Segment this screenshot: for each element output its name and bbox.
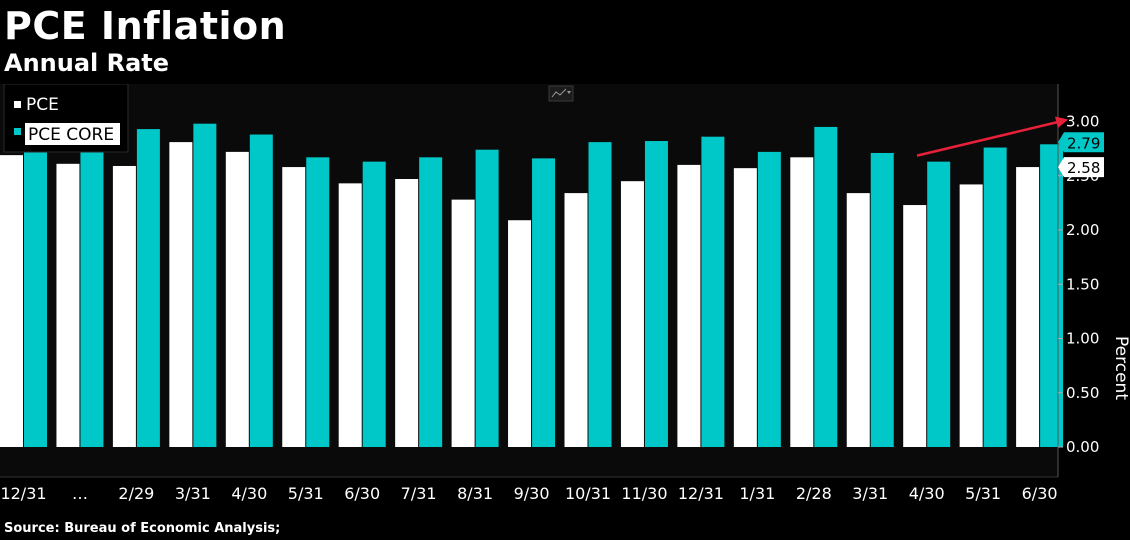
y-tick-label: 2.00 — [1066, 221, 1099, 239]
bar-pce-core — [24, 113, 47, 447]
bar-pce-core — [475, 149, 499, 447]
chart-options-icon[interactable] — [548, 85, 574, 102]
chart: 12/31 … 2/29 3/31 4/30 5/31 6/30 7/31 8/31 9/30 10… — [0, 84, 1130, 518]
x-tick-label: 3/31 — [175, 484, 211, 503]
x-tick-label: 9/30 — [514, 484, 550, 503]
bar-pce-core — [870, 152, 894, 447]
legend-label-core: PCE CORE — [28, 125, 114, 145]
bar-pce-core — [362, 161, 386, 447]
bar-pce — [790, 157, 814, 447]
bar-pce-core — [80, 114, 104, 448]
bar-pce — [169, 142, 193, 448]
bar-pce-core — [701, 136, 725, 447]
last-value-label-core: 2.79 — [1058, 132, 1104, 153]
x-tick-label: 2/29 — [118, 484, 154, 503]
bar-pce-core — [814, 126, 838, 448]
bar-pce — [282, 167, 306, 447]
bar-pce-core — [983, 147, 1007, 447]
x-tick-label: 1/31 — [739, 484, 775, 503]
chart-subtitle: Annual Rate — [4, 49, 170, 77]
x-tick-label: 8/31 — [457, 484, 493, 503]
bar-pce — [733, 168, 757, 447]
bar-pce-core — [249, 134, 273, 447]
x-tick-label: 6/30 — [344, 484, 380, 503]
bar-pce — [451, 199, 475, 447]
bar-pce — [903, 205, 927, 447]
y-tick-label: 0.00 — [1066, 438, 1099, 456]
bars-group — [0, 113, 1064, 448]
x-tick-label: 7/31 — [401, 484, 437, 503]
legend: PCE PCE CORE — [3, 84, 129, 153]
trend-arrow — [916, 116, 1069, 157]
bar-pce — [338, 183, 362, 447]
bar-pce — [846, 193, 870, 447]
bar-pce-core — [419, 157, 443, 447]
bar-pce-core — [136, 129, 160, 447]
svg-text:2.79: 2.79 — [1067, 134, 1100, 152]
x-axis: 12/31 … 2/29 3/31 4/30 5/31 6/30 7/31 8/31 9/30 10… — [0, 476, 1058, 503]
bar-pce-core — [193, 123, 217, 448]
y-tick-label: 1.00 — [1066, 330, 1099, 348]
bar-pce-core — [532, 158, 556, 447]
chart-title: PCE Inflation — [4, 4, 287, 48]
bar-pce — [564, 193, 588, 447]
legend-swatch-core — [14, 128, 21, 135]
legend-swatch-pce — [14, 101, 21, 108]
y-axis: 0.000.501.001.502.002.503.002.792.58 — [1057, 84, 1104, 477]
bar-pce — [620, 181, 644, 448]
bar-pce-core — [757, 151, 781, 447]
y-tick-label: 0.50 — [1066, 384, 1099, 402]
bar-pce — [959, 184, 983, 447]
x-tick-label: 11/30 — [621, 484, 667, 503]
x-tick-label: 10/31 — [565, 484, 611, 503]
y-tick-label: 1.50 — [1066, 275, 1099, 293]
y-tick-label: 3.00 — [1066, 113, 1099, 131]
bar-pce-core — [644, 141, 668, 447]
bar-pce — [395, 179, 419, 447]
x-tick-label: 12/31 — [678, 484, 724, 503]
x-tick-label: 6/30 — [1022, 484, 1058, 503]
x-tick-label: 4/30 — [909, 484, 945, 503]
bar-pce — [508, 220, 532, 447]
x-tick-label: … — [72, 484, 88, 503]
x-tick-label: 3/31 — [852, 484, 888, 503]
source-note: Source: Bureau of Economic Analysis; — [4, 521, 281, 536]
svg-text:2.58: 2.58 — [1067, 159, 1100, 177]
x-tick-label: 4/30 — [231, 484, 267, 503]
bar-pce-core — [927, 161, 951, 447]
x-tick-label: 2/28 — [796, 484, 832, 503]
x-tick-label: 5/31 — [965, 484, 1001, 503]
bar-pce — [56, 163, 80, 447]
bar-pce-core — [1040, 144, 1064, 447]
bar-pce — [225, 151, 249, 447]
bar-pce — [112, 165, 136, 448]
legend-label-pce: PCE — [26, 95, 59, 115]
bar-pce-core — [306, 157, 330, 447]
x-tick-label: 12/31 — [0, 484, 46, 503]
x-tick-label: 5/31 — [288, 484, 324, 503]
bar-pce — [677, 164, 701, 447]
last-value-label-pce: 2.58 — [1058, 157, 1104, 178]
bar-pce — [1016, 167, 1040, 447]
y-axis-label: Percent — [1111, 336, 1130, 400]
bar-pce-core — [588, 142, 612, 448]
bar-pce — [0, 155, 23, 447]
